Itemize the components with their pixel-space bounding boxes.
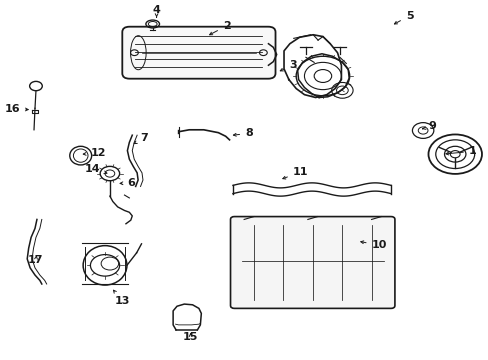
Text: 12: 12 (83, 148, 106, 158)
Text: 3: 3 (280, 60, 296, 71)
FancyBboxPatch shape (230, 217, 394, 309)
Text: 10: 10 (360, 240, 386, 250)
Text: 15: 15 (183, 332, 198, 342)
FancyBboxPatch shape (122, 27, 275, 79)
Text: 17: 17 (28, 255, 43, 265)
Text: 9: 9 (422, 121, 435, 131)
Text: 8: 8 (233, 129, 252, 138)
Text: 4: 4 (152, 5, 160, 17)
Text: 1: 1 (445, 146, 476, 156)
Text: 11: 11 (282, 167, 307, 179)
Text: 2: 2 (209, 21, 230, 35)
Text: 7: 7 (134, 133, 148, 144)
Text: 13: 13 (113, 290, 130, 306)
Text: 5: 5 (394, 11, 412, 24)
Text: 6: 6 (120, 178, 135, 188)
Text: 16: 16 (5, 104, 28, 114)
Text: 14: 14 (84, 163, 107, 174)
